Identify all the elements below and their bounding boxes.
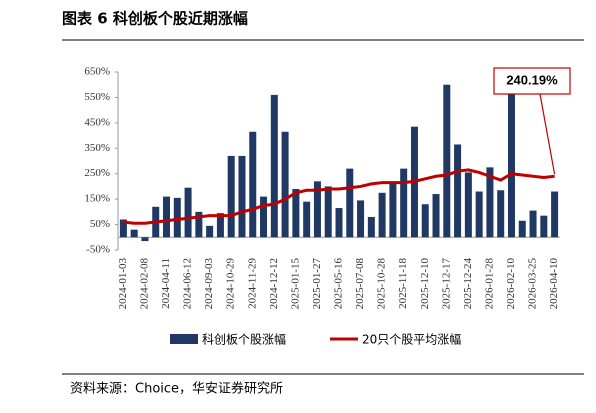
bar bbox=[421, 204, 429, 238]
bar bbox=[389, 182, 397, 238]
y-tick-label: 650% bbox=[84, 66, 110, 78]
x-tick-label: 2024-09-03 bbox=[203, 258, 215, 310]
x-tick-label: 2025-12-24 bbox=[462, 258, 474, 310]
bar bbox=[324, 186, 332, 238]
x-tick-label: 2024-10-29 bbox=[225, 258, 237, 310]
bar bbox=[464, 172, 472, 238]
chart-title: 图表 6 科创板个股近期涨幅 bbox=[62, 10, 248, 28]
bar bbox=[507, 89, 515, 238]
x-tick-label: 2024-11-29 bbox=[246, 258, 258, 309]
bar bbox=[130, 229, 138, 238]
x-tick-label: 2024-06-12 bbox=[182, 258, 194, 309]
bar bbox=[141, 237, 149, 242]
y-tick-label: 250% bbox=[84, 167, 110, 179]
bar bbox=[497, 190, 505, 238]
bar bbox=[195, 211, 203, 238]
x-tick-label: 2024-12-12 bbox=[268, 258, 280, 309]
bar bbox=[443, 84, 451, 238]
legend-label: 20只个股平均涨幅 bbox=[362, 332, 461, 347]
x-tick-label: 2025-01-27 bbox=[311, 258, 323, 310]
y-tick-label: 350% bbox=[84, 142, 110, 154]
annotation-box bbox=[493, 67, 571, 95]
bar bbox=[216, 213, 224, 238]
bar bbox=[303, 201, 311, 238]
bar bbox=[367, 216, 375, 238]
legend-label: 科创板个股涨幅 bbox=[202, 332, 286, 347]
bar bbox=[163, 196, 171, 238]
x-tick-label: 2025-12-10 bbox=[419, 258, 431, 310]
bar bbox=[281, 131, 289, 238]
annotation-arrow bbox=[539, 93, 556, 175]
source: 资料来源：Choice，华安证券研究所 bbox=[70, 381, 283, 397]
y-tick-label: -50% bbox=[86, 244, 110, 256]
line bbox=[123, 168, 555, 225]
bar bbox=[378, 192, 386, 238]
x-tick-label: 2024-04-11 bbox=[160, 258, 172, 309]
bar bbox=[249, 131, 257, 238]
bar bbox=[551, 191, 559, 238]
bar bbox=[227, 155, 235, 238]
bar bbox=[400, 168, 408, 238]
y-tick-label: 450% bbox=[84, 116, 110, 128]
x-tick-label: 2026-03-25 bbox=[527, 258, 539, 310]
x-tick-label: 2025-12-17 bbox=[440, 258, 452, 310]
x-tick-label: 2026-04-10 bbox=[548, 258, 560, 310]
legend-swatch bbox=[170, 334, 198, 344]
bar bbox=[238, 155, 246, 238]
x-tick-label: 2026-02-10 bbox=[505, 258, 517, 310]
y-tick-label: 550% bbox=[84, 91, 110, 103]
bar bbox=[173, 197, 181, 238]
bar bbox=[206, 225, 214, 238]
bar bbox=[335, 208, 343, 238]
x-tick-label: 2025-01-15 bbox=[289, 258, 301, 310]
bar bbox=[313, 181, 321, 238]
bar bbox=[270, 94, 278, 238]
x-tick-label: 2026-01-28 bbox=[483, 258, 495, 310]
x-tick-label: 2025-11-18 bbox=[397, 258, 409, 309]
bar bbox=[518, 220, 526, 238]
bar bbox=[292, 188, 300, 238]
bar bbox=[260, 196, 268, 238]
bar bbox=[540, 215, 548, 238]
y-tick-label: 50% bbox=[90, 218, 110, 230]
y-tick-label: 150% bbox=[84, 193, 110, 205]
x-tick-label: 2024-01-03 bbox=[117, 258, 129, 310]
x-tick-label: 2025-07-08 bbox=[354, 258, 366, 310]
bar bbox=[486, 167, 494, 238]
x-tick-label: 2025-10-28 bbox=[376, 258, 388, 310]
bar bbox=[119, 219, 127, 238]
bar bbox=[454, 144, 462, 238]
x-tick-label: 2024-02-08 bbox=[138, 258, 150, 310]
bar bbox=[475, 191, 483, 238]
bar bbox=[346, 168, 354, 238]
bar bbox=[184, 187, 192, 238]
bar bbox=[357, 200, 365, 238]
bar bbox=[529, 210, 537, 238]
bar bbox=[432, 194, 440, 238]
annotation: 240.19% bbox=[506, 72, 558, 87]
x-tick-label: 2025-05-16 bbox=[333, 258, 345, 310]
